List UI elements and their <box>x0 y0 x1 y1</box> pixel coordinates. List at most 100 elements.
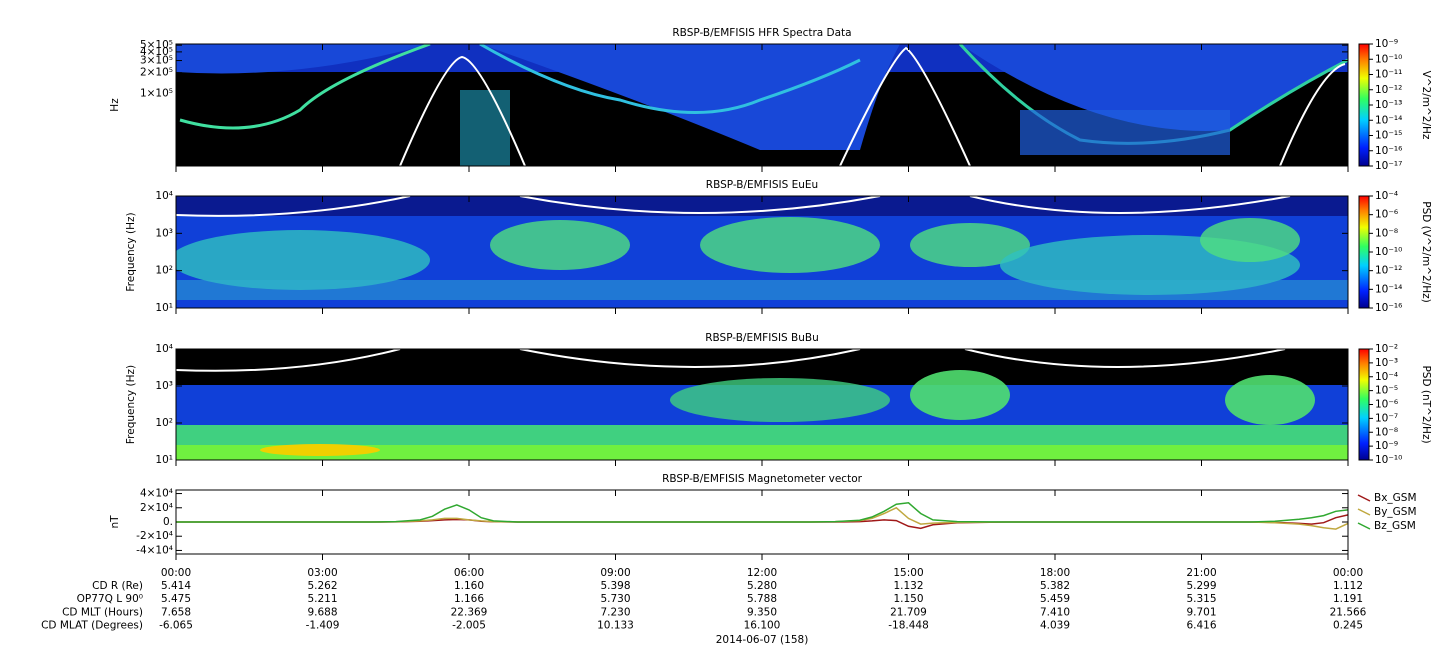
colorbar-tick-label: 10⁻¹⁰ <box>1375 53 1402 65</box>
cell-value: 9.350 <box>747 606 777 618</box>
date-label: 2014-06-07 (158) <box>716 634 809 646</box>
row-label: CD MLAT (Degrees) <box>41 620 143 632</box>
y-tick-label: -2×10⁴ <box>136 530 173 542</box>
y-tick-label: 4×10⁴ <box>140 488 173 500</box>
cell-value: 1.166 <box>454 593 484 605</box>
colorbar-tick-label: 10⁻¹⁶ <box>1375 302 1402 314</box>
y-axis-label: Frequency (Hz) <box>125 365 137 444</box>
y-tick-label: 10² <box>155 417 173 429</box>
colorbar-label: V^2/m^2/Hz <box>1420 71 1432 140</box>
plot-frame <box>175 348 1349 461</box>
x-tick-label: 00:00 <box>161 567 191 579</box>
cell-value: 16.100 <box>744 620 781 632</box>
legend-label: Bx_GSM <box>1374 492 1417 504</box>
x-tick-label: 21:00 <box>1186 567 1216 579</box>
cell-value: 9.688 <box>307 606 337 618</box>
cell-value: 5.280 <box>747 580 777 592</box>
legend-label: Bz_GSM <box>1374 520 1416 532</box>
legend-swatch <box>1357 522 1371 530</box>
cell-value: 5.211 <box>307 593 337 605</box>
data-line <box>176 502 1349 523</box>
x-tick-label: 09:00 <box>600 567 630 579</box>
x-tick-label: 03:00 <box>307 567 337 579</box>
y-tick-label: 10¹ <box>155 302 173 314</box>
cell-value: -1.409 <box>306 620 340 632</box>
cell-value: 22.369 <box>451 606 488 618</box>
cell-value: 5.730 <box>600 593 630 605</box>
plot-frame <box>175 195 1349 309</box>
row-label: OP77Q L 90⁰ <box>77 593 143 605</box>
cell-value: 1.191 <box>1333 593 1363 605</box>
colorbar-tick-label: 10⁻⁸ <box>1375 227 1398 239</box>
y-tick-label: 2×10⁵ <box>140 67 173 79</box>
cell-value: 1.150 <box>893 593 923 605</box>
spectrogram-texture <box>176 44 1348 166</box>
colorbar-tick-label: 10⁻⁶ <box>1375 209 1398 221</box>
cell-value: 1.112 <box>1333 580 1363 592</box>
colorbar-tick-label: 10⁻⁴ <box>1375 190 1398 202</box>
cell-value: 7.410 <box>1040 606 1070 618</box>
chart-title: RBSP-B/EMFISIS BuBu <box>705 332 819 344</box>
colorbar-tick-label: 10⁻¹¹ <box>1375 69 1402 81</box>
y-tick-label: 5×10⁵ <box>140 39 173 51</box>
row-label: CD R (Re) <box>92 580 143 592</box>
cell-value: 0.245 <box>1333 620 1363 632</box>
legend-swatch <box>1357 508 1371 516</box>
y-tick-label: 10⁴ <box>155 343 173 355</box>
colorbar-tick-label: 10⁻¹⁶ <box>1375 145 1402 157</box>
x-tick-label: 15:00 <box>893 567 923 579</box>
colorbar-tick-label: 10⁻² <box>1375 343 1398 355</box>
colorbar-tick-label: 10⁻¹⁴ <box>1375 114 1402 126</box>
y-tick-label: 10³ <box>155 380 173 392</box>
chart-title: RBSP-B/EMFISIS Magnetometer vector <box>662 473 863 485</box>
cell-value: 10.133 <box>597 620 634 632</box>
colorbar-tick-label: 10⁻¹⁵ <box>1375 130 1402 142</box>
chart-title: RBSP-B/EMFISIS HFR Spectra Data <box>672 27 851 39</box>
row-label: CD MLT (Hours) <box>62 606 143 618</box>
cell-value: 5.299 <box>1186 580 1216 592</box>
spectrogram-texture <box>176 349 1348 460</box>
colorbar-tick-label: 10⁻⁵ <box>1375 385 1398 397</box>
x-tick-label: 06:00 <box>454 567 484 579</box>
cell-value: 9.701 <box>1186 606 1216 618</box>
cell-value: 5.315 <box>1186 593 1216 605</box>
y-tick-label: 4×10⁵ <box>140 46 173 58</box>
colorbar-tick-label: 10⁻¹⁰ <box>1375 246 1402 258</box>
cell-value: 21.709 <box>890 606 927 618</box>
colorbar-label: PSD (V^2/m^2/Hz) <box>1420 201 1432 302</box>
y-tick-label: 10¹ <box>155 454 173 466</box>
colorbar-label: PSD (nT^2/Hz) <box>1420 365 1432 443</box>
colorbar-tick-label: 10⁻¹⁷ <box>1375 160 1402 172</box>
x-tick-label: 18:00 <box>1040 567 1070 579</box>
legend-swatch <box>1357 494 1371 502</box>
colorbar <box>1358 43 1370 167</box>
cell-value: 5.398 <box>600 580 630 592</box>
cell-value: 5.788 <box>747 593 777 605</box>
colorbar-tick-label: 10⁻¹² <box>1375 265 1402 277</box>
cell-value: 7.230 <box>600 606 630 618</box>
y-tick-label: 3×10⁵ <box>140 55 173 67</box>
colorbar-tick-label: 10⁻¹² <box>1375 84 1402 96</box>
y-tick-label: 10² <box>155 265 173 277</box>
y-tick-label: 1×10⁵ <box>140 88 173 100</box>
colorbar-tick-label: 10⁻⁴ <box>1375 371 1398 383</box>
colorbar-tick-label: 10⁻⁶ <box>1375 399 1398 411</box>
legend-label: By_GSM <box>1374 506 1417 518</box>
plot-frame <box>175 489 1349 555</box>
y-tick-label: 0. <box>163 516 173 528</box>
chart-title: RBSP-B/EMFISIS EuEu <box>706 179 818 191</box>
cell-value: 5.262 <box>307 580 337 592</box>
cell-value: 5.475 <box>161 593 191 605</box>
y-tick-label: 10³ <box>155 227 173 239</box>
cell-value: 5.459 <box>1040 593 1070 605</box>
cell-value: -6.065 <box>159 620 193 632</box>
cell-value: 1.160 <box>454 580 484 592</box>
colorbar-tick-label: 10⁻⁷ <box>1375 412 1398 424</box>
cell-value: 21.566 <box>1330 606 1367 618</box>
cell-value: -18.448 <box>888 620 929 632</box>
colorbar-tick-label: 10⁻⁹ <box>1375 38 1398 50</box>
cell-value: 7.658 <box>161 606 191 618</box>
cell-value: 4.039 <box>1040 620 1070 632</box>
x-tick-label: 00:00 <box>1333 567 1363 579</box>
